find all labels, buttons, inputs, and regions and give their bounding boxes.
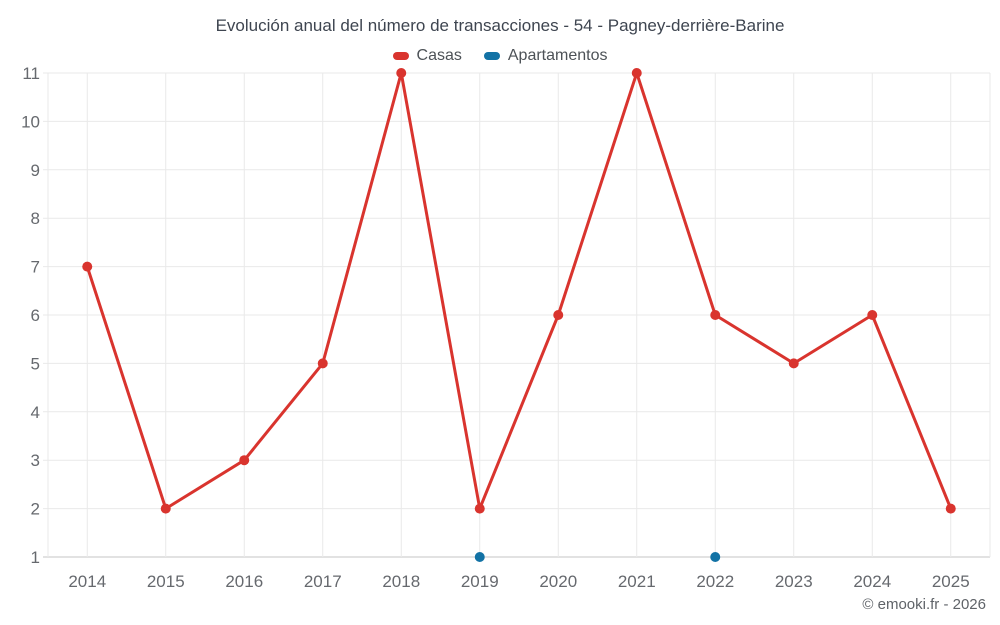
- copyright-credit: © emooki.fr - 2026: [862, 596, 986, 613]
- y-tick-label: 9: [31, 161, 40, 180]
- x-tick-label: 2021: [618, 572, 656, 591]
- data-point[interactable]: [631, 68, 642, 78]
- data-point[interactable]: [945, 503, 956, 514]
- data-point[interactable]: [317, 358, 328, 369]
- data-point[interactable]: [396, 68, 407, 78]
- y-tick-label: 6: [31, 306, 40, 325]
- data-point[interactable]: [553, 310, 564, 320]
- x-tick-label: 2017: [304, 572, 342, 591]
- x-tick-label: 2014: [68, 572, 106, 591]
- y-tick-label: 7: [31, 258, 40, 277]
- series-line: [85, 71, 953, 511]
- legend-label-casas: Casas: [416, 47, 462, 64]
- y-tick-label: 5: [31, 354, 40, 373]
- x-axis-labels: 2014 2015 2016 2017 2018 2019 2020 2021 2022 2023…: [68, 572, 969, 591]
- x-tick-label: 2019: [461, 572, 499, 591]
- data-point[interactable]: [160, 503, 171, 514]
- y-tick-label: 1: [31, 548, 40, 567]
- data-point[interactable]: [474, 552, 485, 562]
- y-tick-label: 3: [31, 451, 40, 470]
- x-tick-label: 2025: [932, 572, 970, 591]
- series-casas: [82, 68, 956, 514]
- x-tick-label: 2023: [775, 572, 813, 591]
- x-tick-label: 2015: [147, 572, 185, 591]
- y-tick-label: 2: [31, 500, 40, 519]
- x-tick-label: 2016: [225, 572, 263, 591]
- x-tick-label: 2024: [853, 572, 891, 591]
- y-tick-label: 4: [31, 403, 40, 422]
- data-point[interactable]: [474, 503, 485, 514]
- y-axis-labels: 1 2 3 4 5 6 7 8 9 10 11: [21, 64, 40, 567]
- legend-item-casas[interactable]: Casas: [392, 46, 462, 66]
- x-tick-label: 2018: [382, 572, 420, 591]
- legend: Casas Apartamentos: [0, 46, 1000, 66]
- data-point[interactable]: [239, 455, 250, 466]
- y-tick-label: 11: [22, 64, 40, 83]
- y-tick-label: 10: [21, 112, 40, 131]
- legend-item-apartamentos[interactable]: Apartamentos: [483, 46, 608, 66]
- x-tick-label: 2022: [696, 572, 734, 591]
- gridlines: [43, 72, 991, 558]
- y-tick-label: 8: [31, 209, 40, 228]
- legend-swatch-casas-icon: [392, 52, 409, 60]
- x-tick-label: 2020: [539, 572, 577, 591]
- data-point[interactable]: [867, 310, 878, 320]
- data-point[interactable]: [710, 310, 721, 320]
- series-apartamentos: [474, 552, 721, 562]
- data-point[interactable]: [710, 552, 721, 562]
- data-point[interactable]: [788, 358, 799, 369]
- chart-title: Evolución anual del número de transaccio…: [215, 16, 785, 35]
- legend-swatch-apartamentos-icon: [483, 52, 500, 60]
- data-point[interactable]: [82, 261, 93, 272]
- legend-label-apartamentos: Apartamentos: [507, 47, 608, 64]
